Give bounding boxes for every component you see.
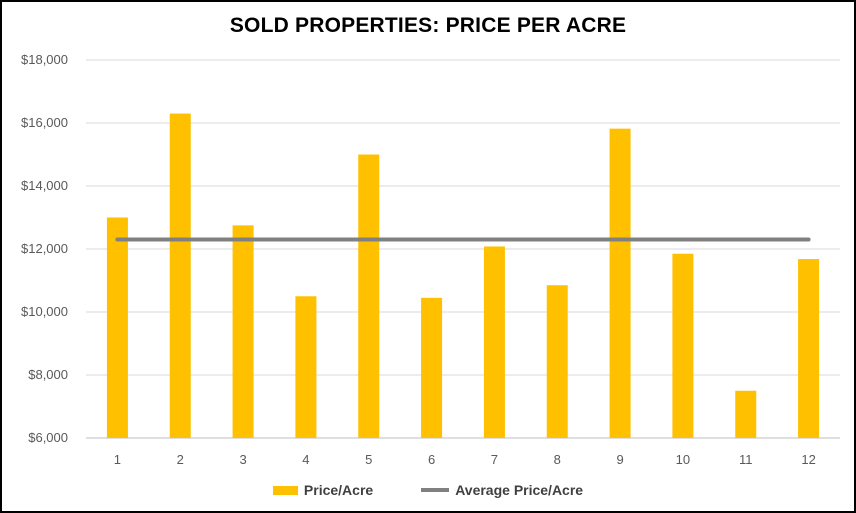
x-tick-label: 3 xyxy=(239,452,246,467)
legend-swatch-line xyxy=(421,488,450,492)
y-tick-label: $8,000 xyxy=(28,367,68,382)
x-tick-label: 2 xyxy=(177,452,184,467)
bar xyxy=(483,246,505,438)
y-tick-label: $12,000 xyxy=(21,241,68,256)
x-tick-label: 1 xyxy=(114,452,121,467)
legend-item-average-price-per-acre: Average Price/Acre xyxy=(421,482,583,498)
y-tick-label: $16,000 xyxy=(21,115,68,130)
bar xyxy=(295,296,317,438)
y-tick-label: $10,000 xyxy=(21,304,68,319)
legend-label-price-per-acre: Price/Acre xyxy=(303,482,374,498)
chart-legend: Price/Acre Average Price/Acre xyxy=(2,482,854,498)
bar xyxy=(358,154,380,438)
bar xyxy=(735,390,757,438)
x-tick-label: 10 xyxy=(676,452,690,467)
bar xyxy=(421,297,443,438)
bar xyxy=(169,113,191,439)
legend-label-average-price-per-acre: Average Price/Acre xyxy=(455,482,584,498)
bar xyxy=(609,128,631,439)
legend-swatch-bar xyxy=(272,485,298,495)
bar xyxy=(672,253,694,438)
bar xyxy=(798,259,820,438)
legend-item-price-per-acre: Price/Acre xyxy=(272,482,374,498)
x-tick-label: 6 xyxy=(428,452,435,467)
x-tick-label: 9 xyxy=(616,452,623,467)
x-tick-label: 4 xyxy=(302,452,309,467)
x-tick-label: 8 xyxy=(554,452,561,467)
y-tick-label: $6,000 xyxy=(28,430,68,445)
x-tick-label: 12 xyxy=(801,452,815,467)
bar xyxy=(232,225,254,438)
y-tick-label: $14,000 xyxy=(21,178,68,193)
bar xyxy=(546,285,568,438)
x-tick-label: 5 xyxy=(365,452,372,467)
y-tick-label: $18,000 xyxy=(21,52,68,67)
bar xyxy=(106,217,128,438)
x-tick-label: 11 xyxy=(739,452,753,467)
chart-title: SOLD PROPERTIES: PRICE PER ACRE xyxy=(229,14,627,37)
x-tick-label: 7 xyxy=(491,452,498,467)
